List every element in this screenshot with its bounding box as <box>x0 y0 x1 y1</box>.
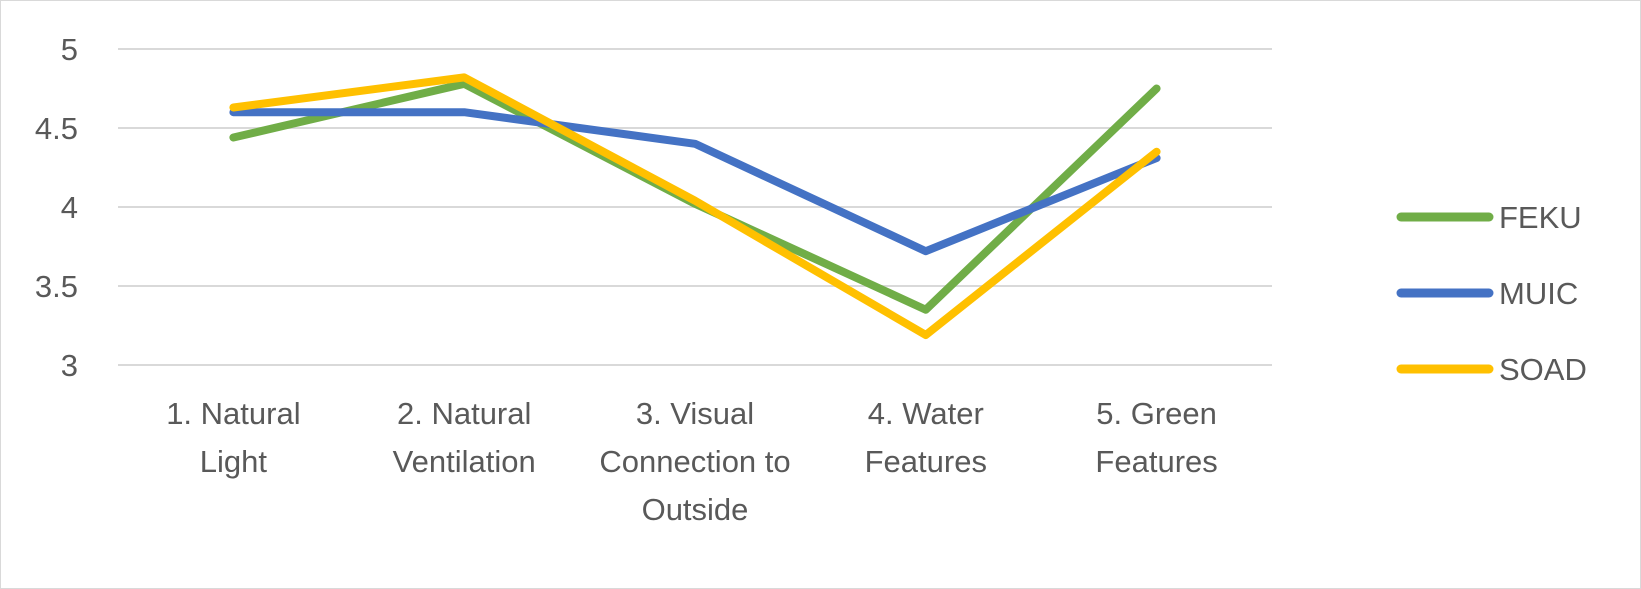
x-category-label-line: Outside <box>642 492 749 527</box>
y-tick-label: 3 <box>61 348 78 383</box>
legend-label: MUIC <box>1499 276 1578 311</box>
x-category-label: 5. Green Features <box>1095 396 1217 479</box>
legend-item-soad: SOAD <box>1396 352 1587 387</box>
y-tick-label: 4 <box>61 190 78 225</box>
x-category-label-line: Features <box>1095 444 1217 479</box>
x-category-label-line: Ventilation <box>393 444 536 479</box>
x-category-label-line: Features <box>865 444 987 479</box>
y-axis-tick-labels: 3 3.5 4 4.5 5 <box>35 32 78 383</box>
legend-item-feku: FEKU <box>1396 200 1582 235</box>
x-category-label: 1. Natural Light <box>166 396 300 479</box>
x-category-label: 3. Visual Connection to Outside <box>599 396 790 527</box>
gridlines <box>118 48 1272 366</box>
x-axis-category-labels: 1. Natural Light 2. Natural Ventilation 3. V… <box>166 396 1218 527</box>
x-category-label-line: 4. Water <box>868 396 984 431</box>
x-category-label: 2. Natural Ventilation <box>393 396 536 479</box>
y-tick-label: 5 <box>61 32 78 67</box>
y-tick-label: 4.5 <box>35 111 78 146</box>
x-category-label: 4. Water Features <box>865 396 987 479</box>
x-category-label-line: 3. Visual <box>636 396 754 431</box>
x-category-label-line: Connection to <box>599 444 790 479</box>
x-category-label-line: 5. Green <box>1096 396 1217 431</box>
legend: FEKU MUIC SOAD <box>1396 200 1587 387</box>
legend-item-muic: MUIC <box>1396 276 1578 311</box>
legend-label: FEKU <box>1499 200 1582 235</box>
legend-label: SOAD <box>1499 352 1587 387</box>
x-category-label-line: Light <box>200 444 268 479</box>
series-line-muic <box>229 108 1161 256</box>
series-lines <box>229 73 1161 339</box>
x-category-label-line: 2. Natural <box>397 396 531 431</box>
x-category-label-line: 1. Natural <box>166 396 300 431</box>
y-tick-label: 3.5 <box>35 269 78 304</box>
